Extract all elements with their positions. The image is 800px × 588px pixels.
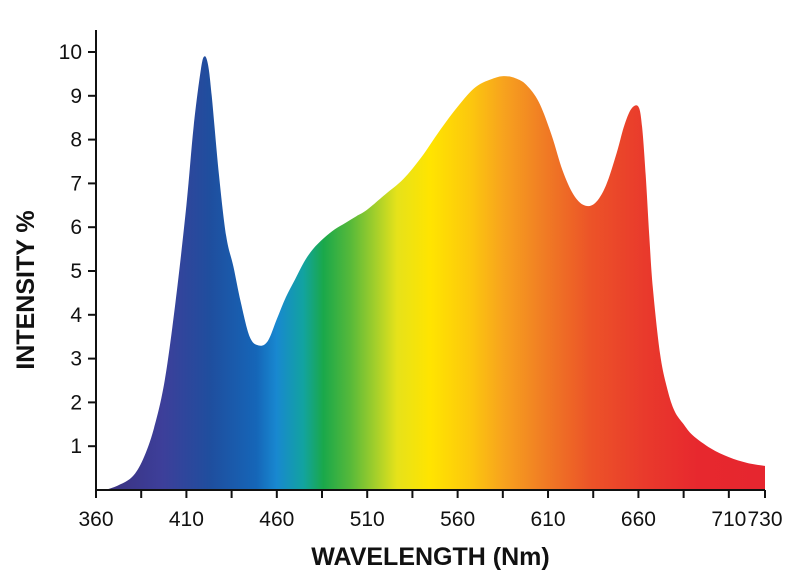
x-axis-title: WAVELENGTH (Nm) [311,543,549,571]
x-axis-ticks: 360 410 460 510 560 610 660 710 730 [78,490,783,531]
x-tick-label: 360 [78,508,113,531]
y-axis-title: INTENSITY % [12,210,40,369]
y-tick-label: 9 [70,85,82,108]
x-tick-label: 610 [531,508,566,531]
x-tick-label: 410 [169,508,204,531]
y-tick-label: 3 [70,348,82,371]
x-tick-label: 710 [711,508,746,531]
y-tick-label: 5 [70,260,82,283]
y-tick-label: 2 [70,391,82,414]
y-tick-label: 6 [70,216,82,239]
y-tick-label: 1 [70,435,82,458]
x-tick-label: 560 [440,508,475,531]
x-tick-label: 660 [621,508,656,531]
y-tick-label: 10 [59,41,82,64]
y-tick-label: 4 [70,304,82,327]
y-axis-ticks: 1 2 3 4 5 6 7 8 9 10 [59,41,96,458]
spectrum-area [105,56,766,490]
y-tick-label: 8 [70,129,82,152]
x-tick-label: 510 [350,508,385,531]
y-tick-label: 7 [70,172,82,195]
x-tick-label: 460 [259,508,294,531]
x-tick-label: 730 [747,508,782,531]
